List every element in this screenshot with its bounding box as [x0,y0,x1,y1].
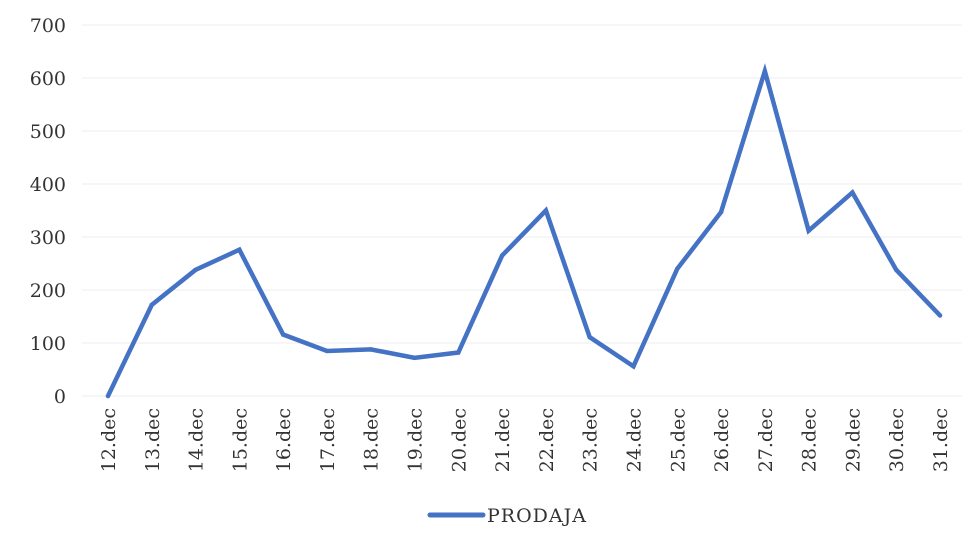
series-group [105,63,943,399]
data-point [499,253,505,258]
data-point [850,190,855,195]
x-tick-label: 13.dec [142,408,164,472]
x-tick-label: 23.dec [580,408,602,472]
data-point [631,364,636,369]
data-point [280,332,286,337]
x-axis: 12.dec 13.dec 14.dec 15.dec 16.dec 17.dec 18.d… [98,408,952,472]
x-tick-label: 19.dec [405,408,427,472]
x-tick-label: 25.dec [667,408,689,472]
data-point [937,313,943,318]
y-tick-label: 100 [30,333,66,355]
x-tick-label: 24.dec [623,408,645,472]
data-point [806,228,811,233]
x-tick-label: 21.dec [492,408,514,472]
x-tick-label: 20.dec [448,408,470,472]
x-tick-label: 29.dec [842,408,864,472]
series-line-0 [105,63,943,399]
data-point [105,393,111,399]
y-tick-label: 400 [30,174,66,196]
data-point [543,208,549,213]
data-point [762,68,768,74]
data-point [675,266,680,271]
data-point [237,247,242,252]
y-tick-label: 600 [30,68,66,90]
data-point [193,267,198,273]
y-tick-label: 500 [30,121,66,143]
gridlines [82,24,962,397]
x-tick-label: 12.dec [98,408,120,472]
data-point [324,348,330,354]
legend: PRODAJA [427,505,587,527]
data-point [456,350,461,355]
data-point [368,347,373,352]
data-point [587,334,592,340]
x-tick-label: 18.dec [361,408,383,472]
data-point [718,209,724,215]
y-axis: 0 100 200 300 400 500 600 700 [30,15,66,408]
data-point [149,302,154,308]
data-point [894,267,899,273]
data-point [412,355,417,361]
x-tick-label: 17.dec [317,408,339,472]
x-tick-label: 31.dec [930,408,952,472]
legend-label: PRODAJA [487,505,587,527]
y-tick-label: 200 [30,280,66,302]
x-tick-label: 28.dec [799,408,821,472]
x-tick-label: 22.dec [536,408,558,472]
y-tick-label: 300 [30,227,66,249]
x-tick-label: 27.dec [755,408,777,472]
x-tick-label: 16.dec [273,408,295,472]
y-tick-label: 700 [30,15,66,37]
x-tick-label: 15.dec [229,408,251,472]
x-tick-label: 26.dec [711,408,733,472]
y-tick-label: 0 [54,386,66,408]
x-tick-label: 30.dec [886,408,908,472]
x-tick-label: 14.dec [186,408,208,472]
